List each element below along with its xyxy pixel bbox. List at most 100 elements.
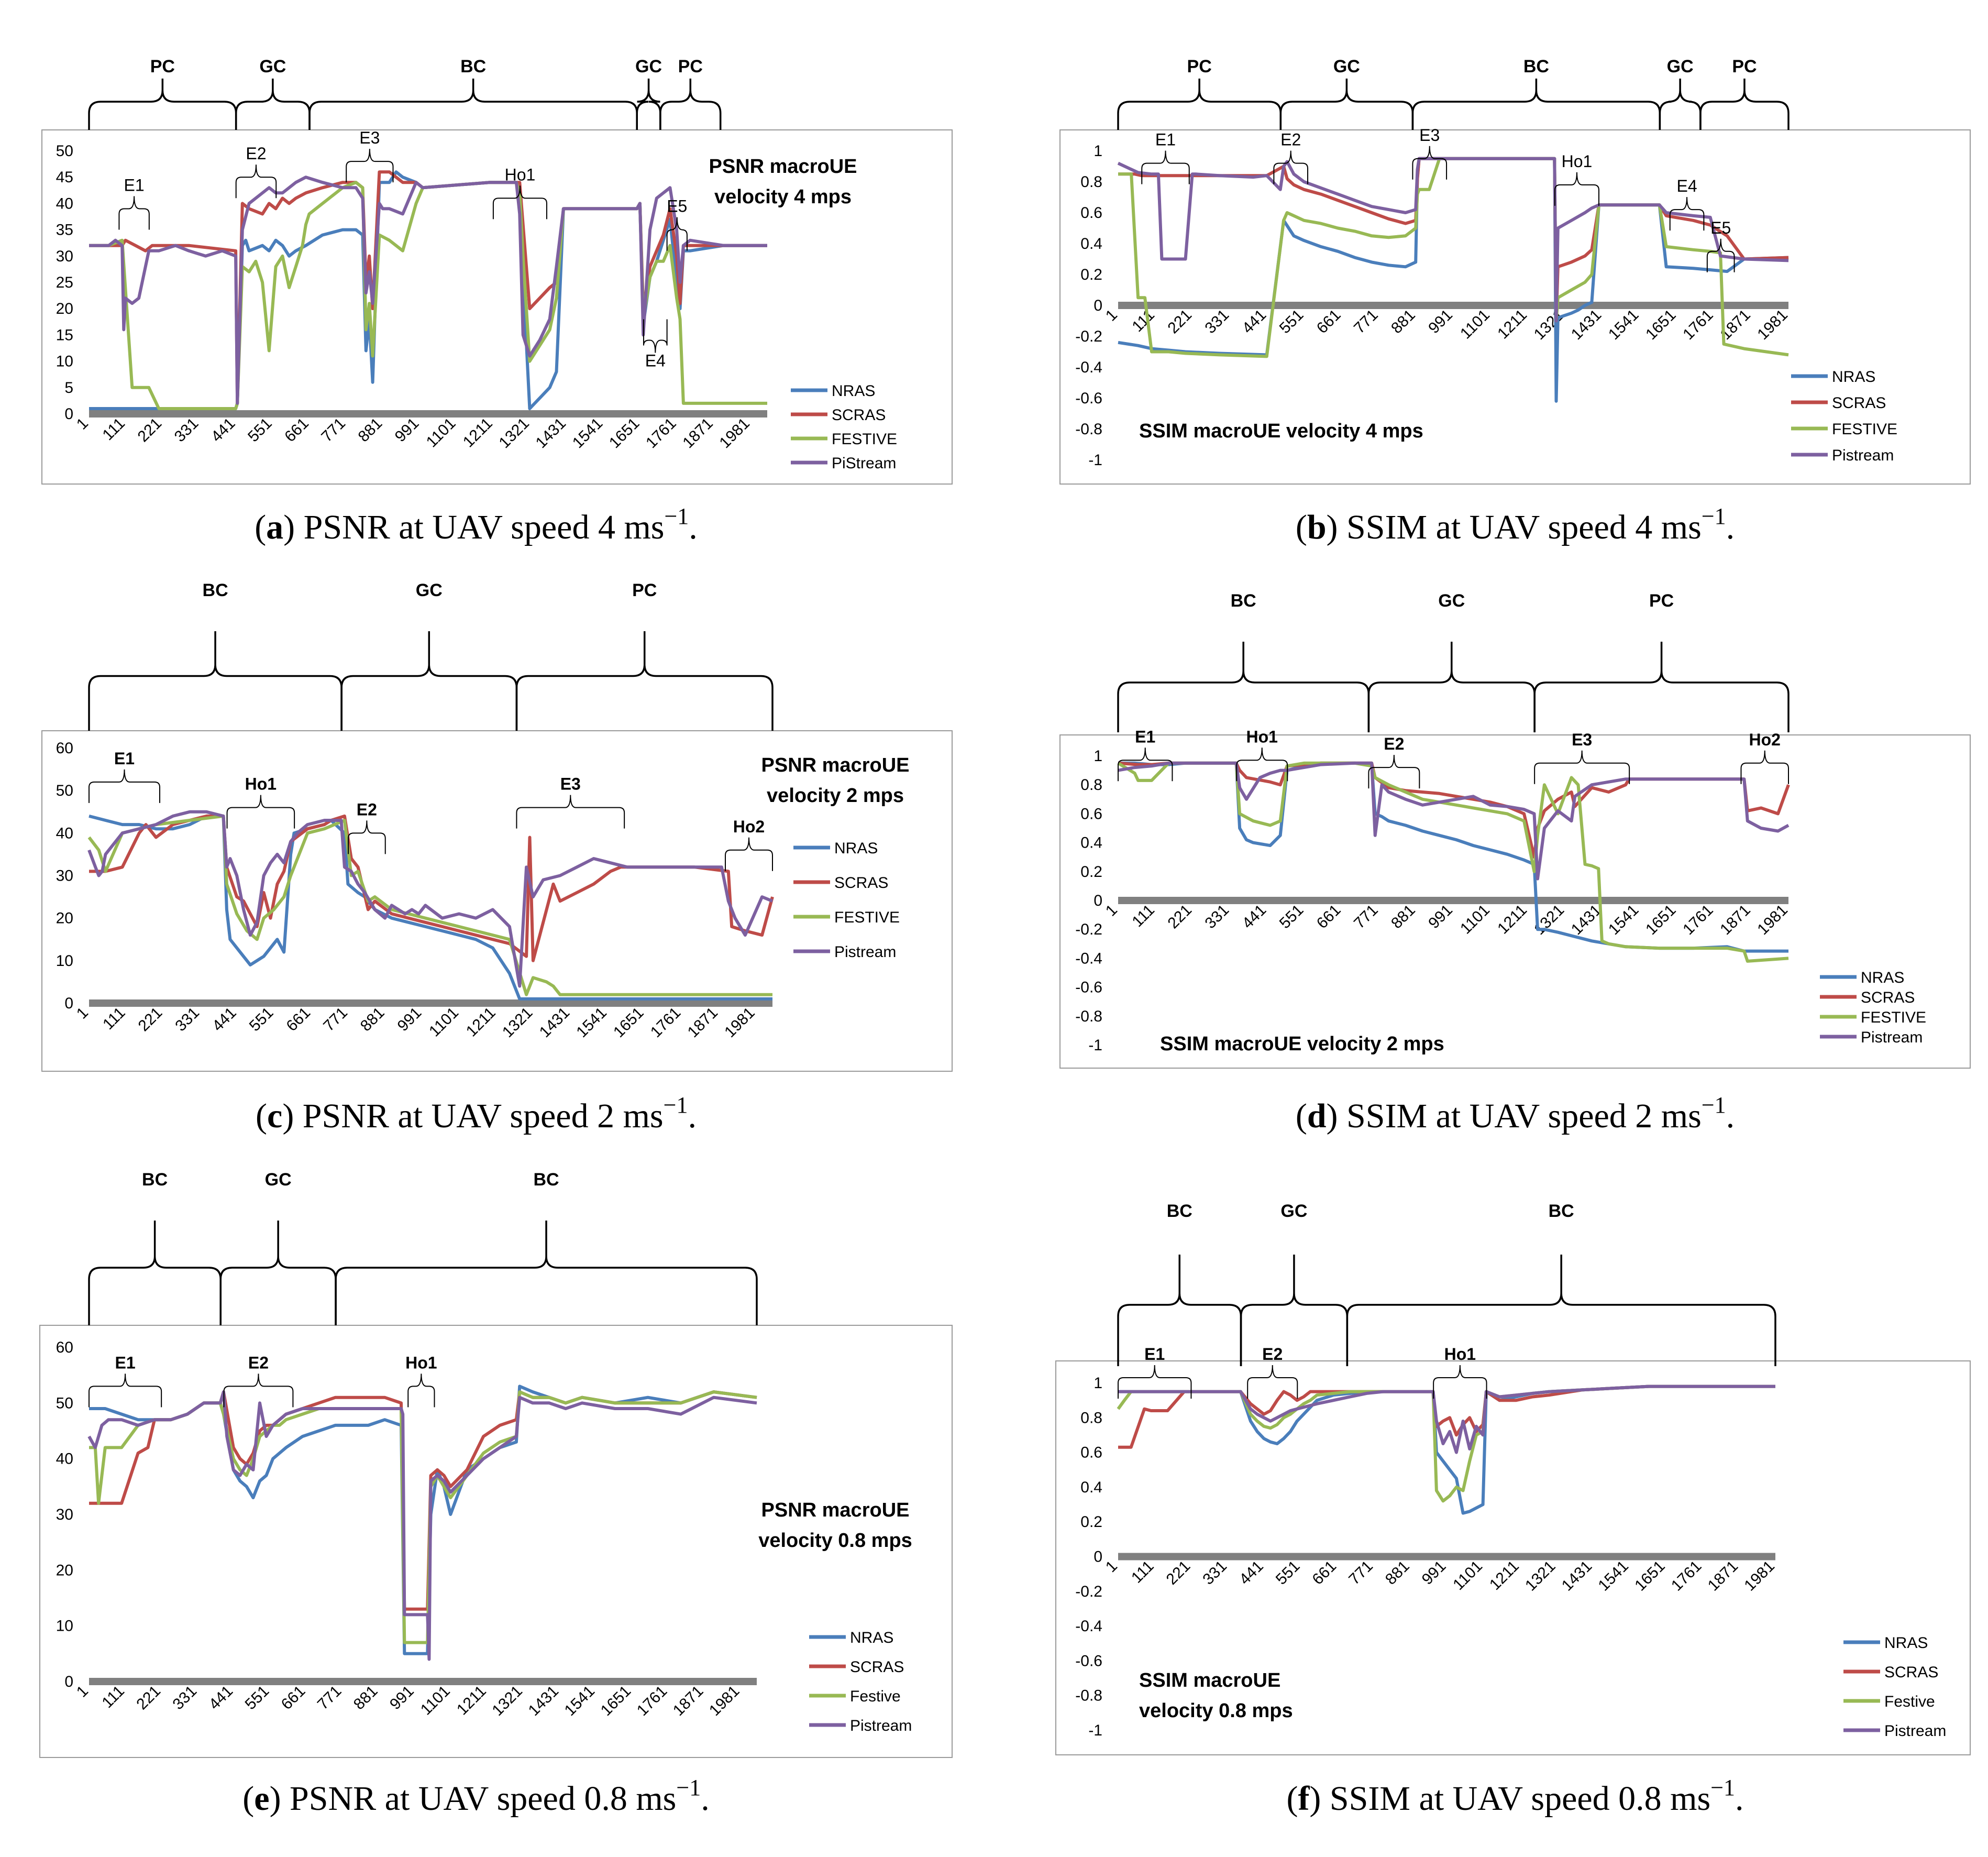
zone-braces: BC GC PC bbox=[1117, 591, 1790, 732]
caption-end: . bbox=[701, 1779, 710, 1818]
event-label: E2 bbox=[1262, 1345, 1283, 1364]
chart-title-line: SSIM macroUE velocity 4 mps bbox=[1139, 420, 1423, 442]
event-label: E2 bbox=[357, 800, 377, 819]
event-label: Ho2 bbox=[1749, 730, 1781, 749]
caption-open-paren: ( bbox=[256, 1097, 267, 1135]
legend-label: FESTIVE bbox=[1832, 421, 1897, 438]
event-bracket bbox=[235, 164, 277, 199]
y-axis: -1 -0.8 -0.6 -0.4 -0.2 0 0.2 0.4 0.6 0.8 1 bbox=[1075, 1375, 1102, 1739]
caption-text: ) SSIM at UAV speed 0.8 ms bbox=[1309, 1779, 1710, 1818]
event-bracket bbox=[1433, 1365, 1487, 1399]
panel-caption: (b) SSIM at UAV speed 4 ms−1. bbox=[1296, 503, 1735, 546]
event-bracket bbox=[1273, 150, 1309, 184]
zone-brace bbox=[308, 79, 638, 130]
caption-label: b bbox=[1307, 508, 1327, 546]
zone-brace bbox=[515, 631, 774, 731]
event-bracket bbox=[1740, 750, 1789, 784]
event-bracket bbox=[89, 769, 160, 803]
y-tick-label: 0 bbox=[64, 1673, 73, 1690]
y-tick-label: -0.2 bbox=[1075, 328, 1102, 345]
event-label: E2 bbox=[1384, 734, 1404, 753]
y-tick-label: 10 bbox=[56, 353, 73, 370]
y-tick-label: 10 bbox=[56, 1618, 73, 1635]
legend-label: Pistream bbox=[1884, 1722, 1946, 1740]
series-group bbox=[89, 170, 767, 410]
zone-label: PC bbox=[632, 580, 657, 600]
zone-brace bbox=[1367, 642, 1536, 732]
caption-end: . bbox=[688, 1097, 697, 1135]
zone-brace bbox=[340, 631, 518, 731]
zone-label: PC bbox=[1187, 57, 1212, 76]
chart-title-line: PSNR macroUE bbox=[709, 156, 857, 178]
zone-brace bbox=[1411, 79, 1661, 130]
legend-label: SCRAS bbox=[850, 1658, 904, 1676]
legend-label: SCRAS bbox=[832, 406, 886, 424]
zone-label: GC bbox=[1667, 57, 1694, 76]
y-tick-label: 60 bbox=[56, 1339, 73, 1356]
event-markers: E1 Ho1 E2 E3 Ho2 bbox=[1118, 727, 1789, 789]
legend-label: SCRAS bbox=[1861, 989, 1915, 1006]
y-tick-label: 5 bbox=[64, 379, 73, 397]
chart-title: PSNR macroUE velocity 2 mps bbox=[761, 754, 910, 807]
zone-brace bbox=[219, 1221, 337, 1325]
y-tick-label: -1 bbox=[1088, 452, 1102, 469]
zone-label: BC bbox=[1523, 57, 1549, 76]
zone-braces: BC GC PC bbox=[88, 580, 774, 731]
event-bracket bbox=[1554, 172, 1599, 206]
caption-end: . bbox=[689, 508, 698, 546]
legend-label: SCRAS bbox=[1832, 394, 1886, 412]
event-bracket bbox=[223, 1373, 294, 1408]
y-tick-label: 0 bbox=[1094, 297, 1102, 314]
y-tick-label: 60 bbox=[56, 740, 73, 757]
event-bracket bbox=[407, 1373, 435, 1408]
caption-end: . bbox=[1726, 1097, 1735, 1135]
legend-label: NRAS bbox=[834, 840, 878, 857]
chart-frame bbox=[39, 1325, 953, 1758]
event-bracket bbox=[1247, 1365, 1298, 1399]
chart-title-line: velocity 4 mps bbox=[714, 186, 852, 208]
caption-exponent: −1 bbox=[1710, 1775, 1735, 1800]
event-bracket bbox=[1118, 748, 1173, 782]
event-label: E4 bbox=[1676, 177, 1697, 195]
zone-brace bbox=[1699, 79, 1790, 130]
event-label: E3 bbox=[560, 775, 581, 794]
event-label: Ho2 bbox=[733, 817, 765, 836]
zone-label: GC bbox=[1333, 57, 1360, 76]
event-bracket bbox=[1236, 748, 1288, 782]
y-tick-label: 0.4 bbox=[1080, 235, 1102, 252]
chart-frame bbox=[41, 730, 953, 1072]
chart-title-line: PSNR macroUE bbox=[761, 1499, 910, 1521]
series-line-pistream bbox=[87, 810, 774, 988]
caption-label: a bbox=[266, 508, 283, 546]
caption-exponent: −1 bbox=[1702, 503, 1726, 529]
y-tick-label: -0.8 bbox=[1075, 1008, 1102, 1025]
caption-label: f bbox=[1298, 1779, 1310, 1818]
zone-label: BC bbox=[1167, 1201, 1192, 1221]
legend-label: PiStream bbox=[832, 455, 896, 472]
event-bracket bbox=[1118, 1365, 1192, 1399]
legend-label: Pistream bbox=[1832, 447, 1894, 464]
legend: NRAS SCRAS FESTIVE Pistream bbox=[1820, 969, 1926, 1046]
event-label: E1 bbox=[114, 749, 135, 768]
panel-caption: (a) PSNR at UAV speed 4 ms−1. bbox=[255, 503, 698, 546]
y-tick-label: 0 bbox=[1094, 1548, 1102, 1566]
zone-label: BC bbox=[1549, 1201, 1574, 1221]
caption-label: c bbox=[267, 1097, 282, 1135]
zone-brace bbox=[1279, 79, 1414, 130]
event-label: E2 bbox=[1280, 130, 1301, 149]
caption-open-paren: ( bbox=[242, 1779, 254, 1818]
panel-caption: (c) PSNR at UAV speed 2 ms−1. bbox=[256, 1092, 697, 1135]
event-label: E3 bbox=[1572, 730, 1592, 749]
zone-brace bbox=[1117, 1255, 1242, 1366]
chart-title: SSIM macroUE velocity 0.8 mps bbox=[1139, 1669, 1293, 1722]
event-markers: E1 E2 E3 Ho1 E4 E5 bbox=[1141, 126, 1735, 272]
y-tick-label: 1 bbox=[1094, 748, 1102, 765]
event-markers: E1 Ho1 E2 E3 Ho2 bbox=[89, 749, 773, 871]
y-tick-label: -0.8 bbox=[1075, 1687, 1102, 1705]
panel-b: -1-0.8-0.6-0.4-0.200.20.40.60.811 111 221 3… bbox=[1059, 57, 1971, 546]
legend-label: NRAS bbox=[832, 382, 875, 400]
panel-d: -1-0.8-0.6-0.4-0.200.20.40.60.811 111 221 3… bbox=[1059, 591, 1971, 1135]
y-tick-label: 25 bbox=[56, 274, 73, 291]
series-group bbox=[1117, 761, 1790, 963]
